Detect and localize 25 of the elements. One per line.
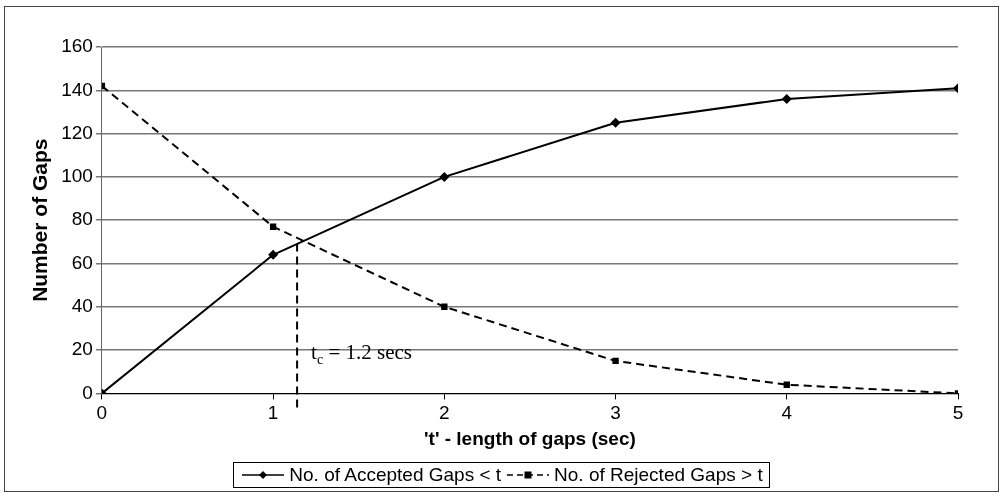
legend-label: No. of Accepted Gaps < t: [289, 464, 502, 486]
point: [439, 171, 450, 182]
y-axis-title: Number of Gaps: [28, 138, 52, 302]
legend-label: No. of Rejected Gaps > t: [554, 464, 763, 486]
point: [781, 93, 792, 104]
x-axis-title: 't' - length of gaps (sec): [424, 427, 636, 449]
y-tick-label: 100: [61, 165, 93, 187]
point: [441, 303, 448, 310]
y-tick-label: 40: [71, 295, 93, 317]
y-tick-label: 20: [71, 338, 93, 360]
point: [268, 249, 279, 260]
y-tick-label: 120: [61, 121, 93, 143]
y-tick-label: 0: [82, 381, 93, 403]
y-tick-label: 60: [71, 251, 93, 273]
x-tick-label: 4: [781, 402, 793, 424]
x-tick-label: 0: [96, 402, 108, 424]
x-tick-label: 1: [267, 402, 279, 424]
x-tick-label: 2: [439, 402, 450, 424]
x-tick-label: 5: [952, 402, 964, 424]
point: [610, 117, 621, 128]
y-tick-label: 140: [61, 78, 93, 100]
y-tick-label: 80: [71, 208, 93, 230]
y-tick-label: 160: [61, 35, 93, 57]
point: [612, 357, 619, 365]
x-tick-label: 3: [610, 402, 621, 424]
